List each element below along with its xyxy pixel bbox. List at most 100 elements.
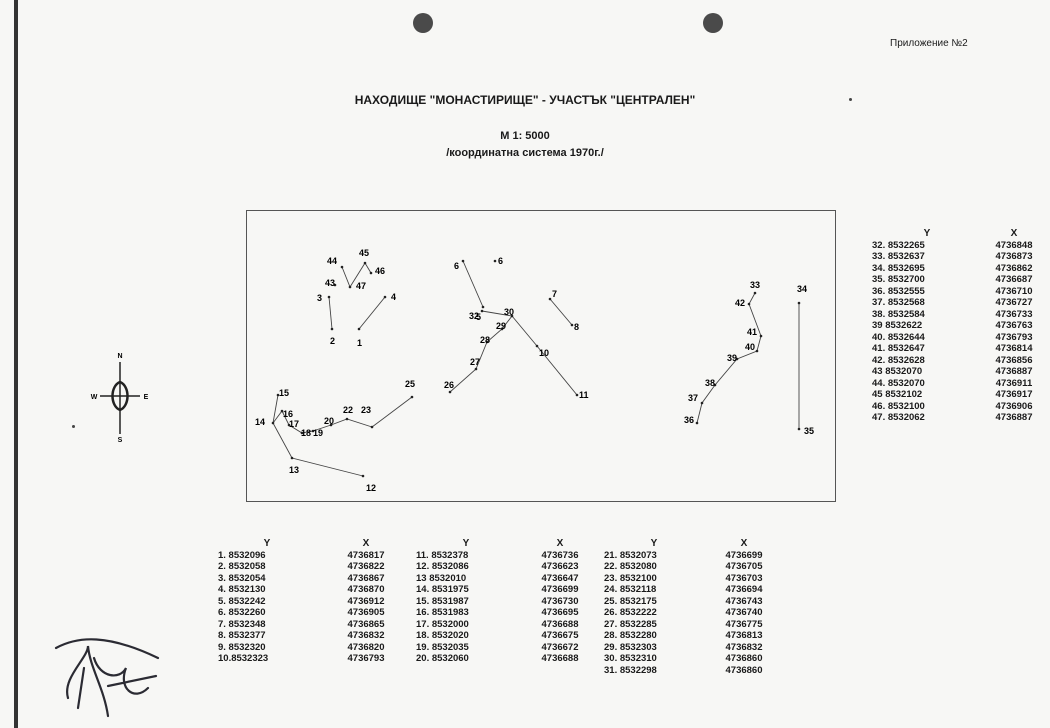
- table-cell: 43 8532070: [872, 366, 923, 377]
- table-row: 2. 8532058 4736822 12. 8532086 4736623 22. 8…: [218, 561, 784, 573]
- boundary-line: [341, 262, 372, 288]
- table-cell: 4736860: [725, 664, 763, 676]
- survey-point-marker: [329, 423, 333, 427]
- survey-point-label: 46: [375, 266, 385, 276]
- survey-point-marker: [327, 295, 331, 299]
- survey-point-marker: [300, 431, 304, 435]
- table-cell: 13 8532010: [416, 572, 467, 584]
- table-cell: 19. 8532035: [416, 641, 469, 653]
- table-cell: 4736672: [541, 641, 579, 653]
- survey-point-label: 43: [325, 278, 335, 288]
- survey-point-label: 6: [498, 256, 503, 266]
- table-cell: 47. 8532062: [872, 412, 925, 423]
- table-header-cell: Y: [650, 538, 658, 549]
- survey-point-label: 35: [804, 426, 814, 436]
- table-cell: 4736856: [995, 354, 1033, 366]
- survey-point-marker: [755, 349, 759, 353]
- survey-point-marker: [500, 327, 504, 331]
- table-row: 43 8532070 4736887: [872, 366, 1046, 378]
- compass-rose: N S W E: [88, 352, 152, 444]
- table-cell: 4736740: [725, 607, 763, 618]
- table-cell: 23. 8532100: [604, 572, 657, 584]
- table-cell: 4736832: [725, 641, 763, 653]
- table-cell: 4736887: [995, 366, 1033, 377]
- survey-point-label: 25: [405, 379, 415, 389]
- table-cell: 4736911: [995, 377, 1033, 389]
- table-cell: 4736687: [995, 274, 1033, 285]
- table-header-cell: X: [740, 538, 748, 549]
- table-row: 4. 8532130 4736870 14. 8531975 4736699 24. 8…: [218, 584, 784, 596]
- survey-point-label: 36: [684, 415, 694, 425]
- table-row: 33. 8532637 4736873: [872, 251, 1046, 263]
- table-row: 34. 8532695 4736862: [872, 263, 1046, 275]
- survey-point-marker: [333, 283, 337, 287]
- punch-hole: [413, 13, 433, 33]
- table-cell: 4736870: [347, 584, 385, 595]
- table-cell: 12. 8532086: [416, 561, 469, 572]
- table-cell: 15. 8531987: [416, 595, 469, 607]
- table-cell: 44. 8532070: [872, 377, 925, 389]
- table-row: 39 8532622 4736763: [872, 320, 1046, 332]
- table-cell: 24. 8532118: [604, 584, 657, 595]
- table-cell: 32. 8532265: [872, 239, 925, 251]
- table-cell: 6. 8532260: [218, 607, 266, 618]
- table-row: 6. 8532260 4736905 16. 8531983 4736695 26. 8…: [218, 607, 784, 619]
- table-cell: 46. 8532100: [872, 400, 925, 412]
- survey-point-marker: [759, 334, 763, 338]
- table-cell: 2. 8532058: [218, 561, 266, 572]
- table-row: 37. 8532568 4736727: [872, 297, 1046, 309]
- table-cell: 4736730: [541, 595, 579, 607]
- table-cell: 1. 8532096: [218, 549, 266, 561]
- survey-point-label: 10: [539, 348, 549, 358]
- table-cell: 4736743: [725, 595, 763, 607]
- table-cell: 4736710: [995, 285, 1033, 297]
- table-header-cell: Y: [462, 538, 470, 549]
- survey-point-marker: [330, 327, 334, 331]
- survey-point-label: 38: [705, 378, 715, 388]
- table-cell: 3. 8532054: [218, 572, 266, 584]
- table-cell: 4736705: [725, 561, 763, 572]
- table-cell: 42. 8532628: [872, 354, 925, 366]
- table-cell: 4736688: [541, 653, 579, 664]
- table-cell: 14. 8531975: [416, 584, 469, 595]
- compass-east: E: [144, 394, 149, 401]
- table-cell: 34. 8532695: [872, 262, 925, 274]
- table-cell: 4736822: [347, 561, 385, 572]
- survey-point-marker: [735, 357, 739, 361]
- survey-point-label: 16: [283, 409, 293, 419]
- table-cell: 25. 8532175: [604, 595, 657, 607]
- table-cell: [516, 665, 604, 677]
- appendix-label: Приложение №2: [890, 38, 968, 49]
- survey-point-marker: [797, 301, 801, 305]
- survey-point-marker: [410, 395, 414, 399]
- table-cell: 4736820: [347, 641, 385, 653]
- survey-point-label: 22: [343, 405, 353, 415]
- table-cell: 4736793: [995, 331, 1033, 343]
- survey-point-label: 41: [747, 327, 757, 337]
- table-cell: 4736860: [725, 653, 763, 664]
- survey-point-marker: [548, 297, 552, 301]
- survey-point-label: 30: [504, 307, 514, 317]
- survey-point-marker: [570, 323, 574, 327]
- survey-point-label: 4: [391, 292, 396, 302]
- table-cell: 4736832: [347, 630, 385, 641]
- table-header-cell: X: [362, 538, 370, 549]
- table-cell: 4736814: [995, 343, 1033, 354]
- boundary-line: [462, 260, 484, 308]
- survey-point-marker: [271, 421, 275, 425]
- boundary-line: [549, 298, 573, 326]
- survey-point-label: 27: [470, 357, 480, 367]
- table-row: 7. 8532348 4736865 17. 8532000 4736688 27. 8…: [218, 619, 784, 631]
- survey-point-marker: [357, 327, 361, 331]
- survey-point-marker: [575, 393, 579, 397]
- table-cell: 4736813: [725, 630, 763, 641]
- table-row: 9. 8532320 4736820 19. 8532035 4736672 29. 8…: [218, 642, 784, 654]
- survey-point-label: 12: [366, 483, 376, 493]
- table-cell: 8. 8532377: [218, 630, 266, 641]
- table-cell: 4736736: [541, 549, 579, 561]
- survey-point-marker: [345, 417, 349, 421]
- table-header-cell: X: [1010, 228, 1018, 239]
- boundary-line: [328, 296, 333, 330]
- survey-point-marker: [361, 474, 365, 478]
- survey-point-label: 44: [327, 256, 337, 266]
